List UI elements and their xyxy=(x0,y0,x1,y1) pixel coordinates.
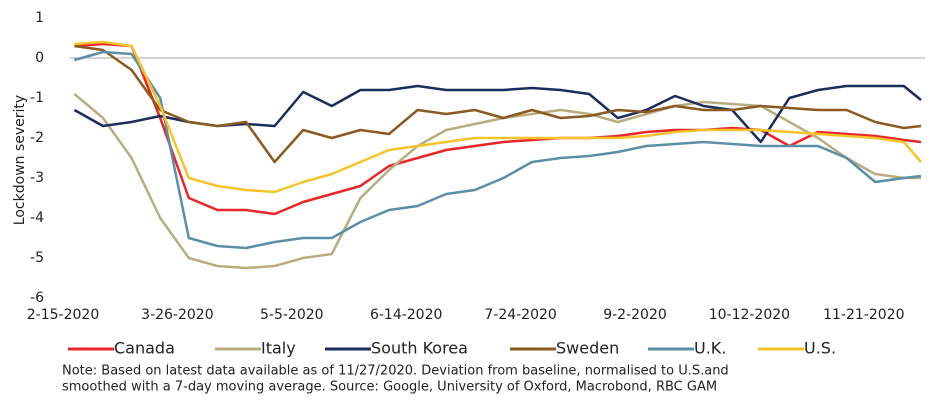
legend-label: South Korea xyxy=(371,339,468,358)
x-tick-label: 5-5-2020 xyxy=(260,307,324,323)
y-tick-label: -4 xyxy=(30,210,44,226)
line xyxy=(74,50,922,250)
x-tick-label: 9-2-2020 xyxy=(603,307,667,323)
line xyxy=(73,84,922,144)
legend-label: Italy xyxy=(261,339,296,358)
line xyxy=(74,40,922,194)
x-tick-label: 7-24-2020 xyxy=(484,307,556,323)
legend-label: U.K. xyxy=(694,339,726,358)
y-tick-label: -1 xyxy=(30,90,44,106)
line xyxy=(74,44,922,164)
legend-label: U.S. xyxy=(804,339,836,358)
legend-label: Sweden xyxy=(556,339,619,358)
y-tick-label: -3 xyxy=(30,170,44,186)
y-tick-label: 0 xyxy=(35,50,44,66)
y-tick-label: -5 xyxy=(30,250,44,266)
x-tick-label: 10-12-2020 xyxy=(709,307,790,323)
x-tick-label: 2-15-2020 xyxy=(27,307,99,323)
legend-label: Canada xyxy=(114,339,175,358)
y-axis-label: Lockdown severity xyxy=(12,95,28,225)
y-tick-label: -2 xyxy=(30,130,44,146)
note: Note: Based on latest data available as … xyxy=(62,364,729,379)
line xyxy=(74,42,922,216)
y-tick-label: -6 xyxy=(30,290,44,306)
y-tick-label: 1 xyxy=(35,10,44,26)
x-tick-label: 11-21-2020 xyxy=(823,307,904,323)
x-tick-label: 3-26-2020 xyxy=(141,307,213,323)
x-tick-label: 6-14-2020 xyxy=(370,307,442,323)
note: smoothed with a 7-day moving average. So… xyxy=(62,380,717,395)
